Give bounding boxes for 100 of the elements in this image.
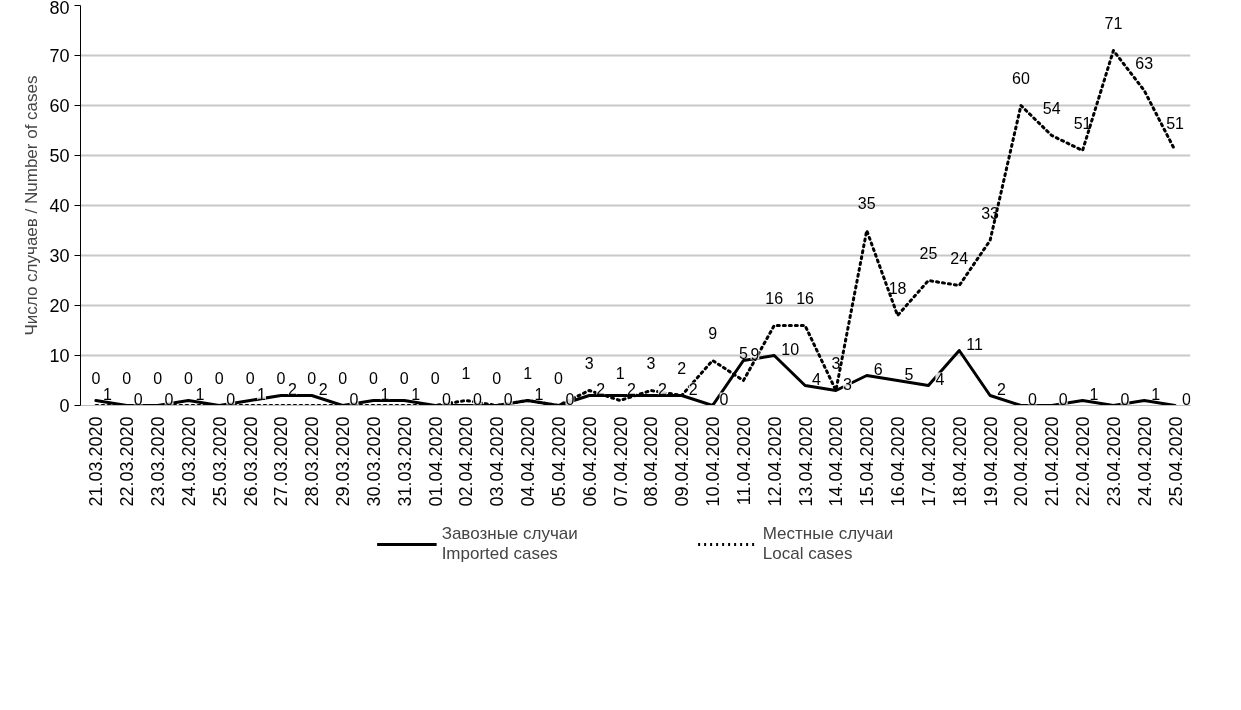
x-tick-label: 29.03.2020: [333, 416, 354, 507]
y-tick-label: 0: [59, 396, 70, 416]
data-label: 11: [966, 335, 983, 353]
data-label: 25: [919, 244, 938, 262]
x-tick-label: 09.04.2020: [672, 416, 693, 507]
x-tick-label: 22.03.2020: [117, 416, 138, 507]
data-label: 0: [492, 369, 502, 387]
legend-label: Местные случаи Local cases: [762, 524, 894, 564]
data-label: 0: [399, 369, 409, 387]
data-label: 0: [553, 369, 563, 387]
x-tick-label: 26.03.2020: [240, 416, 261, 507]
data-label: 0: [503, 390, 513, 408]
data-label: 71: [1104, 14, 1123, 32]
data-label: 2: [657, 380, 667, 398]
data-label: 3: [646, 354, 656, 372]
data-label: 0: [91, 369, 101, 387]
data-label: 0: [214, 369, 224, 387]
data-label: 3: [842, 375, 852, 393]
x-tick-label: 19.04.2020: [980, 416, 1001, 507]
x-tick-label: 31.03.2020: [394, 416, 415, 507]
x-tick-label: 14.04.2020: [826, 416, 847, 507]
data-label: 9: [708, 324, 718, 342]
data-label: 1: [523, 364, 533, 382]
data-label: 2: [596, 380, 606, 398]
x-tick-label: 17.04.2020: [918, 416, 939, 507]
data-label: 1: [1089, 385, 1099, 403]
data-label: 10: [781, 340, 800, 358]
x-tick-label: 30.03.2020: [363, 416, 384, 507]
data-label: 0: [368, 369, 378, 387]
x-tick-label: 18.04.2020: [949, 416, 970, 507]
data-label: 1: [380, 385, 390, 403]
data-label: 0: [430, 369, 440, 387]
data-label: 1: [257, 385, 267, 403]
data-label: 4: [812, 370, 822, 388]
x-tick-label: 02.04.2020: [456, 416, 477, 507]
x-tick-label: 08.04.2020: [641, 416, 662, 507]
data-label: 16: [765, 289, 784, 307]
data-label: 16: [796, 289, 815, 307]
x-tick-label: 25.03.2020: [209, 416, 230, 507]
data-label: 0: [442, 390, 452, 408]
data-label: 0: [307, 369, 317, 387]
x-tick-label: 20.04.2020: [1011, 416, 1032, 507]
x-tick-label: 10.04.2020: [703, 416, 724, 507]
data-label: 18: [888, 279, 907, 297]
x-tick-label: 22.04.2020: [1073, 416, 1094, 507]
data-label: 1: [1151, 385, 1161, 403]
y-tick-label: 20: [49, 296, 70, 316]
data-label: 24: [950, 249, 969, 267]
data-label: 0: [153, 369, 163, 387]
data-label: 0: [1120, 390, 1130, 408]
data-label: 1: [411, 385, 421, 403]
data-label: 0: [245, 369, 255, 387]
data-label: 0: [719, 390, 729, 408]
y-tick-label: 30: [49, 246, 70, 266]
data-label: 0: [1182, 390, 1192, 408]
data-label: 0: [349, 390, 359, 408]
x-tick-label: 25.04.2020: [1165, 416, 1186, 507]
data-label: 1: [102, 385, 112, 403]
x-tick-label: 16.04.2020: [888, 416, 909, 507]
data-label: 2: [688, 380, 698, 398]
data-label: 0: [183, 369, 193, 387]
y-tick-label: 40: [49, 196, 70, 216]
data-label: 1: [461, 364, 471, 382]
x-tick-label: 21.04.2020: [1042, 416, 1063, 507]
data-label: 3: [584, 354, 594, 372]
data-label: 0: [164, 390, 174, 408]
x-tick-label: 07.04.2020: [610, 416, 631, 507]
data-label: 0: [1027, 390, 1037, 408]
x-tick-label: 06.04.2020: [579, 416, 600, 507]
legend-label: Завозные случаи Imported cases: [441, 524, 578, 564]
data-label: 9: [750, 345, 760, 363]
data-label: 35: [857, 194, 876, 212]
y-axis-title: Число случаев / Number of cases: [22, 75, 42, 336]
x-tick-label: 13.04.2020: [795, 416, 816, 507]
x-tick-label: 23.04.2020: [1103, 416, 1124, 507]
data-label: 5: [738, 344, 748, 362]
x-tick-label: 15.04.2020: [857, 416, 878, 507]
data-label: 54: [1042, 99, 1061, 117]
data-label: 6: [873, 360, 883, 378]
data-label: 4: [935, 370, 945, 388]
y-tick-label: 80: [49, 0, 70, 18]
x-tick-label: 05.04.2020: [548, 416, 569, 507]
x-tick-label: 24.04.2020: [1134, 416, 1155, 507]
data-label: 63: [1135, 54, 1154, 72]
data-label: 60: [1012, 69, 1030, 87]
x-tick-label: 23.03.2020: [148, 416, 169, 507]
data-label: 2: [997, 380, 1007, 398]
y-tick-label: 50: [49, 146, 70, 166]
y-tick-label: 60: [49, 96, 70, 116]
data-label: 0: [276, 369, 286, 387]
data-label: 2: [287, 380, 297, 398]
data-label: 1: [534, 385, 544, 403]
x-tick-label: 03.04.2020: [487, 416, 508, 507]
data-label: 2: [677, 359, 687, 377]
x-tick-label: 04.04.2020: [518, 416, 539, 507]
data-label: 1: [195, 385, 205, 403]
x-tick-label: 01.04.2020: [425, 416, 446, 507]
data-label: 0: [226, 390, 236, 408]
data-label: 5: [904, 365, 914, 383]
data-label: 2: [318, 380, 328, 398]
